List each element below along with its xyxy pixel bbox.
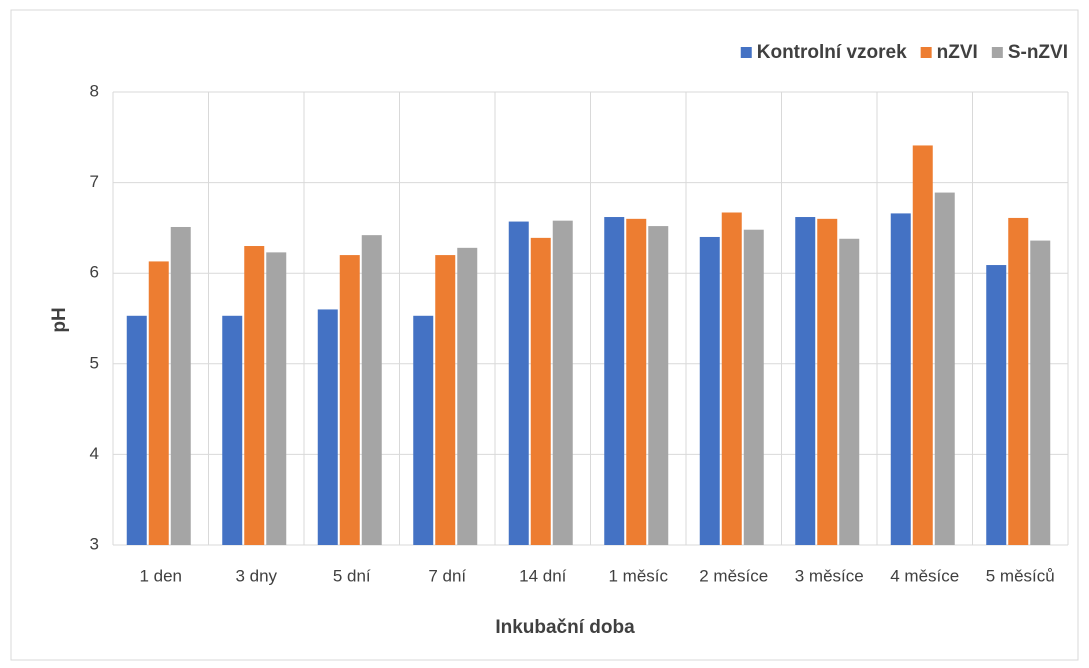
bar <box>457 247 478 545</box>
x-tick-label: 7 dní <box>428 566 466 585</box>
bar <box>699 236 720 545</box>
y-tick-label: 6 <box>90 263 99 282</box>
bar <box>148 261 169 545</box>
bar <box>508 221 529 546</box>
bar <box>912 145 933 546</box>
bar <box>339 255 360 545</box>
bar <box>244 246 265 545</box>
bar <box>1030 240 1051 546</box>
y-tick-label: 7 <box>90 172 99 191</box>
bar <box>839 238 860 545</box>
y-tick-label: 4 <box>90 444 99 463</box>
x-axis-label: Inkubační doba <box>495 617 635 638</box>
y-tick-label: 5 <box>90 353 99 372</box>
bar <box>626 218 647 545</box>
bar <box>817 218 838 545</box>
bar <box>604 217 625 545</box>
y-tick-label: 8 <box>90 81 99 100</box>
legend-swatch <box>920 47 932 58</box>
bar <box>530 237 551 545</box>
legend-label: S-nZVI <box>1008 42 1068 63</box>
bar <box>413 315 434 545</box>
bar <box>552 220 573 546</box>
bar <box>743 229 764 545</box>
bar <box>986 265 1007 545</box>
x-tick-label: 1 den <box>139 566 182 585</box>
bar <box>170 226 191 545</box>
bar <box>266 252 287 545</box>
bar <box>1008 217 1029 545</box>
bar <box>222 315 243 545</box>
x-tick-label: 5 dní <box>333 566 371 585</box>
bar <box>361 235 382 545</box>
x-tick-label: 4 měsíce <box>890 566 959 585</box>
x-tick-label: 5 měsíců <box>986 566 1055 585</box>
x-tick-label: 3 dny <box>235 566 277 585</box>
bar <box>721 212 742 546</box>
bar <box>435 255 456 545</box>
bar <box>890 213 911 546</box>
x-tick-label: 14 dní <box>519 566 567 585</box>
legend-label: Kontrolní vzorek <box>757 42 907 63</box>
legend-label: nZVI <box>937 42 978 63</box>
y-tick-label: 3 <box>90 534 99 553</box>
x-tick-label: 2 měsíce <box>699 566 768 585</box>
bar <box>934 192 955 546</box>
legend-swatch <box>740 47 752 58</box>
bar <box>317 309 338 545</box>
x-tick-label: 1 měsíc <box>608 566 668 585</box>
legend-swatch <box>991 47 1003 58</box>
bar <box>795 217 816 545</box>
bar <box>126 315 147 545</box>
x-tick-label: 3 měsíce <box>795 566 864 585</box>
y-axis-label: pH <box>49 307 70 332</box>
bar <box>648 226 669 545</box>
